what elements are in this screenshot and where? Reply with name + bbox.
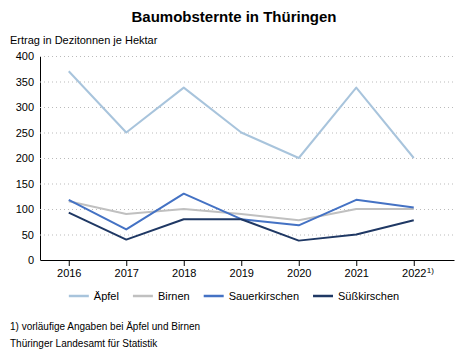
legend-item: Äpfel xyxy=(69,290,119,302)
legend-swatch xyxy=(69,295,89,298)
y-axis-label: Ertrag in Dezitonnen je Hektar xyxy=(10,34,158,46)
x-tick-label: 2021 xyxy=(345,267,369,279)
grid-line xyxy=(40,158,454,159)
y-tick-label: 250 xyxy=(16,127,34,139)
x-tick-label: 2019 xyxy=(230,267,254,279)
y-tick: 0 xyxy=(28,254,454,266)
x-tick: 2019 xyxy=(230,260,254,279)
y-tick-label: 50 xyxy=(22,229,34,241)
x-tick-mark xyxy=(126,260,127,266)
x-axis: 2016 2017 2018 2019 2020 2021 2022 xyxy=(41,260,455,279)
x-tick: 2017 xyxy=(115,260,139,279)
legend-swatch xyxy=(204,295,224,298)
x-tick-label: 2020 xyxy=(287,267,311,279)
x-tick-mark xyxy=(184,260,185,266)
source: Thüringer Landesamt für Statistik xyxy=(10,338,158,349)
line xyxy=(69,71,414,158)
y-tick-label: 100 xyxy=(16,203,34,215)
y-tick-label: 300 xyxy=(16,101,34,113)
legend-swatch xyxy=(133,295,153,298)
legend-label: Äpfel xyxy=(94,290,119,302)
legend-item: Süßkirschen xyxy=(313,290,399,302)
x-tick-label: 2017 xyxy=(115,267,139,279)
chart: Baumobsternte in Thüringen Ertrag in Dezi… xyxy=(0,0,468,358)
x-tick: 2021 xyxy=(345,260,369,279)
legend-item: Sauerkirschen xyxy=(204,290,299,302)
legend: Äpfel Birnen Sauerkirschen Süßkirschen xyxy=(69,290,399,302)
x-tick: 2018 xyxy=(172,260,196,279)
legend-swatch xyxy=(313,295,333,298)
lines xyxy=(69,71,414,240)
x-tick-mark xyxy=(69,260,70,266)
legend-item: Birnen xyxy=(133,290,190,302)
annotation: 1) xyxy=(427,266,434,275)
x-tick-label: 2022 xyxy=(402,267,426,279)
x-axis-line xyxy=(41,260,455,261)
y-tick-label: 200 xyxy=(16,152,34,164)
x-tick-mark xyxy=(299,260,300,266)
y-tick-label: 150 xyxy=(16,178,34,190)
grid-line xyxy=(40,56,454,57)
y-tick-label: 400 xyxy=(16,50,34,62)
x-tick-label: 2018 xyxy=(172,267,196,279)
x-tick-label: 2016 xyxy=(57,267,81,279)
y-tick: 400 xyxy=(16,50,454,62)
x-tick: 2022 xyxy=(402,260,426,279)
footnote: 1) vorläufige Angaben bei Äpfel und Birn… xyxy=(10,321,200,332)
x-tick-mark xyxy=(414,260,415,266)
line xyxy=(69,213,414,241)
line xyxy=(69,194,414,230)
line xyxy=(69,201,414,220)
y-axis: 0 50 100 150 200 250 300 350 400 xyxy=(16,50,454,266)
y-tick: 50 xyxy=(22,229,454,241)
y-tick-label: 350 xyxy=(16,76,34,88)
legend-label: Sauerkirschen xyxy=(229,290,299,302)
y-tick: 300 xyxy=(16,101,454,113)
plot-area: 0 50 100 150 200 250 300 350 400 2016 2017 2018 2019… xyxy=(16,50,455,279)
y-tick-label: 0 xyxy=(28,254,34,266)
grid-line xyxy=(40,184,454,185)
grid-line xyxy=(40,260,454,261)
legend-label: Süßkirschen xyxy=(338,290,399,302)
x-tick: 2020 xyxy=(287,260,311,279)
grid-line xyxy=(40,82,454,83)
legend-label: Birnen xyxy=(158,290,190,302)
x-tick: 2016 xyxy=(57,260,81,279)
x-tick-mark xyxy=(241,260,242,266)
grid-line xyxy=(40,235,454,236)
y-tick: 200 xyxy=(16,152,454,164)
title: Baumobsternte in Thüringen xyxy=(131,8,336,25)
x-tick-mark xyxy=(356,260,357,266)
y-tick: 150 xyxy=(16,178,454,190)
